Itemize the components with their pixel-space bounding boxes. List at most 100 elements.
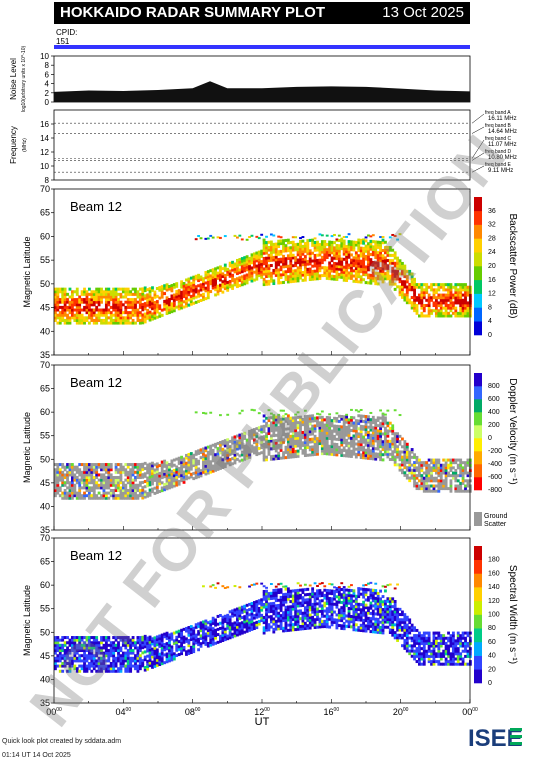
heatmap-cell	[219, 626, 222, 630]
heatmap-cell	[427, 311, 431, 315]
heatmap-cell	[197, 472, 200, 476]
heatmap-cell	[350, 240, 353, 244]
heatmap-cell	[170, 307, 174, 311]
heatmap-cell	[211, 621, 215, 625]
heatmap-cell	[228, 264, 232, 268]
heatmap-cell	[439, 481, 443, 485]
heatmap-cell	[95, 295, 99, 299]
heatmap-cell	[153, 295, 157, 299]
heatmap-cell	[437, 288, 441, 292]
heatmap-cell	[381, 424, 385, 428]
heatmap-cell	[379, 439, 382, 443]
colorbar-tick-label: 12	[488, 291, 496, 298]
heatmap-cell	[231, 449, 234, 453]
heatmap-cell	[102, 290, 106, 294]
heatmap-cell	[90, 316, 94, 320]
heatmap-cell	[151, 487, 154, 491]
heatmap-cell	[92, 641, 96, 645]
heatmap-cell	[202, 633, 205, 637]
heatmap-cell	[364, 420, 368, 424]
heatmap-cell	[189, 300, 193, 304]
heatmap-cell	[371, 263, 375, 267]
heatmap-cell	[306, 417, 310, 421]
heatmap-cell	[78, 488, 82, 492]
heatmap-cell	[202, 298, 205, 302]
heatmap-cell	[369, 281, 373, 285]
heatmap-cell	[70, 308, 74, 312]
heatmap-cell	[248, 455, 251, 459]
heatmap-cell	[236, 610, 239, 614]
heatmap-cell	[303, 273, 307, 277]
heatmap-cell	[459, 290, 463, 294]
heatmap-cell	[240, 275, 244, 279]
heatmap-cell	[61, 478, 65, 482]
heatmap-cell	[138, 303, 142, 307]
heatmap-cell	[185, 299, 188, 303]
heatmap-cell	[391, 253, 395, 257]
heatmap-cell	[124, 295, 128, 299]
heatmap-cell	[308, 414, 312, 418]
heatmap-cell	[131, 292, 135, 296]
heatmap-cell	[279, 242, 283, 246]
heatmap-cell	[403, 460, 407, 464]
heatmap-cell	[226, 619, 230, 623]
noise-ytick-label: 4	[45, 80, 50, 89]
heatmap-cell	[347, 274, 351, 278]
heatmap-cell	[160, 489, 164, 493]
heatmap-cell	[325, 426, 329, 430]
heatmap-cell	[219, 443, 222, 447]
heatmap-cell	[340, 239, 344, 243]
heatmap-cell	[206, 275, 210, 279]
heatmap-cell	[114, 303, 118, 307]
heatmap-cell	[352, 256, 356, 260]
heatmap-cell	[126, 664, 130, 668]
heatmap-cell	[422, 309, 426, 313]
heatmap-cell	[357, 272, 361, 276]
heatmap-cell	[333, 264, 336, 268]
heatmap-cell	[260, 606, 264, 610]
heatmap-cell	[204, 271, 208, 275]
heatmap-cell	[323, 452, 327, 456]
heatmap-cell	[73, 300, 77, 304]
heatmap-cell	[420, 487, 424, 491]
heatmap-cell	[308, 259, 312, 263]
heatmap-cell	[279, 433, 283, 437]
heatmap-cell	[299, 428, 302, 432]
heatmap-cell	[274, 612, 278, 616]
heatmap-cell	[226, 616, 230, 620]
heatmap-cell	[350, 423, 353, 427]
heatmap-cell	[250, 620, 254, 624]
heatmap-cell	[337, 272, 341, 276]
heatmap-cell	[447, 474, 450, 478]
heatmap-cell	[112, 656, 116, 660]
heatmap-cell	[214, 461, 217, 464]
heatmap-cell	[206, 277, 210, 281]
heatmap-cell	[413, 474, 416, 478]
heatmap-cell	[393, 282, 397, 286]
heatmap-cell	[172, 458, 176, 462]
heatmap-cell	[464, 468, 467, 472]
noise-series	[54, 81, 470, 102]
heatmap-cell	[153, 664, 157, 668]
heatmap-cell	[250, 614, 254, 618]
heatmap-cell	[437, 309, 441, 313]
heatmap-cell	[216, 457, 220, 461]
heatmap-cell	[240, 238, 244, 241]
heatmap-cell	[107, 481, 111, 485]
heatmap-cell	[413, 453, 416, 457]
heatmap-cell	[124, 478, 128, 482]
heatmap-cell	[155, 300, 159, 304]
heatmap-cell	[291, 434, 295, 438]
heatmap-cell	[219, 621, 222, 625]
heatmap-cell	[58, 656, 62, 660]
heatmap-cell	[369, 247, 373, 251]
heatmap-cell	[352, 442, 356, 446]
heatmap-cell	[459, 471, 463, 475]
heatmap-cell	[160, 460, 164, 464]
heatmap-cell	[155, 475, 159, 479]
heatmap-cell	[54, 641, 57, 645]
heatmap-cell	[393, 455, 397, 459]
heatmap-cell	[228, 620, 232, 624]
heatmap-cell	[286, 610, 290, 614]
heatmap-cell	[408, 479, 412, 483]
